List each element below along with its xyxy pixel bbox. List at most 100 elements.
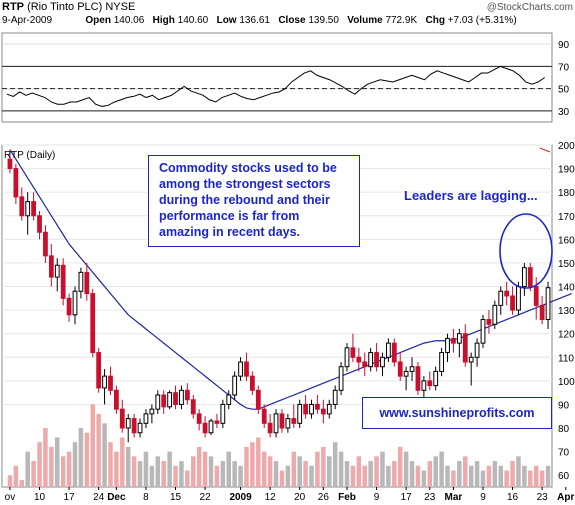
volume-bar xyxy=(492,461,498,487)
volume-bar xyxy=(137,461,143,487)
candle-body xyxy=(362,361,368,368)
candle-body xyxy=(320,408,326,415)
candle-body xyxy=(238,361,243,377)
candle-body xyxy=(19,196,25,217)
candle-body xyxy=(226,394,232,405)
candle-body xyxy=(397,361,403,377)
company-name: (Rio Tinto PLC) xyxy=(27,1,103,13)
price-tick-label: 200 xyxy=(558,141,575,152)
volume-bar xyxy=(232,461,237,487)
volume-bar xyxy=(480,470,486,487)
candle-body xyxy=(102,375,107,389)
price-tick-label: 110 xyxy=(558,353,574,364)
candle-body xyxy=(368,352,374,368)
volume-bar xyxy=(350,465,356,487)
volume-bar xyxy=(114,451,119,487)
candle-body xyxy=(43,231,48,257)
x-tick-label: 24 xyxy=(93,492,105,503)
candle-body xyxy=(173,392,178,405)
volume-bar xyxy=(362,465,367,487)
volume-bar xyxy=(90,404,95,487)
volume-bar xyxy=(131,456,137,487)
candle-body xyxy=(179,389,184,405)
volume-bar xyxy=(267,456,273,487)
volume-bar xyxy=(332,442,338,487)
x-tick-label: Mar xyxy=(445,492,463,503)
volume-bar xyxy=(256,437,261,487)
volume-bar xyxy=(143,451,149,487)
candle-body xyxy=(90,293,96,354)
commentary-line: performance is far from xyxy=(159,209,300,223)
candle-body xyxy=(439,352,445,372)
volume-bar xyxy=(125,446,131,487)
moving-average-line xyxy=(9,149,572,410)
volume-bar xyxy=(474,461,480,487)
volume-bar xyxy=(273,461,279,487)
volume-bar xyxy=(368,461,373,487)
candle-body xyxy=(415,366,421,391)
volume-bar xyxy=(380,451,385,487)
volume-bar xyxy=(321,446,326,487)
candle-body xyxy=(13,168,19,198)
candle-body xyxy=(356,356,362,363)
volume-bar xyxy=(403,451,409,487)
candle-body xyxy=(249,375,255,391)
volume-bar xyxy=(13,465,19,487)
volume-value: 772.9K xyxy=(385,15,418,26)
candle-body xyxy=(456,333,462,344)
candle-body xyxy=(504,290,510,297)
close-value: 139.50 xyxy=(308,15,339,26)
volume-bar xyxy=(291,451,297,487)
open-value: 140.06 xyxy=(113,15,145,26)
candle-body xyxy=(409,366,415,372)
volume-bar xyxy=(102,423,107,487)
rsi-frame xyxy=(1,32,553,123)
volume-bar xyxy=(108,442,113,487)
x-tick-label: Feb xyxy=(338,492,356,503)
candle-body xyxy=(433,370,439,387)
volume-bar xyxy=(261,451,267,487)
volume-bar xyxy=(386,465,391,487)
x-tick-label: 17 xyxy=(64,492,76,503)
volume-bar xyxy=(220,461,226,487)
volume-bar xyxy=(244,446,249,487)
volume-bar xyxy=(55,437,60,487)
x-tick-label: 23 xyxy=(424,492,436,503)
candle-body xyxy=(374,352,379,368)
x-tick-label: 17 xyxy=(401,492,413,503)
price-tick-label: 150 xyxy=(558,259,575,270)
rsi-tick-label: 90 xyxy=(558,40,570,51)
source-url[interactable]: www.sunshineprofits.com xyxy=(362,397,552,429)
candle-body xyxy=(338,366,344,391)
volume-bar xyxy=(120,437,125,487)
candle-body xyxy=(291,418,297,424)
candle-body xyxy=(315,403,320,410)
candle-body xyxy=(350,347,356,358)
volume-bar xyxy=(533,465,539,487)
candle-body xyxy=(161,394,167,408)
change-value: +7.03 (+5.31%) xyxy=(447,15,517,26)
volume-bar xyxy=(161,461,166,487)
candle-body xyxy=(131,418,137,434)
candle-body xyxy=(25,201,31,217)
candle-body xyxy=(527,267,533,288)
volume-bar xyxy=(179,461,184,487)
candle-body xyxy=(427,380,433,387)
price-panel-title: RTP (Daily) xyxy=(4,150,56,161)
x-tick-label: 12 xyxy=(265,492,277,503)
lagging-circle xyxy=(499,213,553,289)
candle-body xyxy=(155,394,161,410)
volume-bar xyxy=(196,446,202,487)
x-tick-label: 10 xyxy=(34,492,46,503)
volume-bar xyxy=(421,470,427,487)
candle-body xyxy=(480,319,486,344)
volume-bar xyxy=(463,456,468,487)
candle-body xyxy=(309,403,314,415)
candle-body xyxy=(202,422,208,434)
rsi-panel: 30 50 70 90 xyxy=(1,32,570,123)
candle-body xyxy=(279,413,285,429)
candle-body xyxy=(72,290,78,316)
x-tick-label: 15 xyxy=(170,492,182,503)
candle-body xyxy=(84,271,90,295)
volume-tick-label: 70 xyxy=(558,448,570,459)
